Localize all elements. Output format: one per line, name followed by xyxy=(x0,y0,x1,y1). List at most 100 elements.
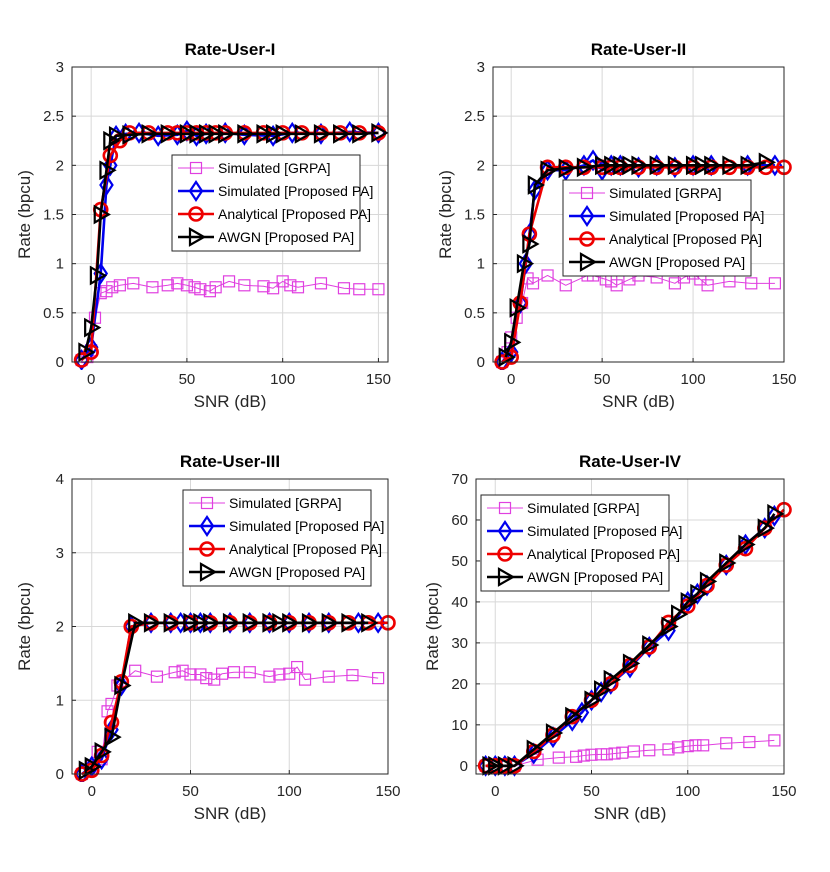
x-tick-label: 150 xyxy=(375,783,400,800)
data-point-awgn xyxy=(522,234,540,254)
legend-box xyxy=(171,154,361,252)
data-point-awgn xyxy=(78,342,96,363)
x-tick-label: 50 xyxy=(583,783,600,800)
data-point-grpa xyxy=(689,739,702,752)
x-tick-label: 150 xyxy=(771,371,796,388)
data-point-grpa xyxy=(577,749,590,762)
y-tick-label: 10 xyxy=(451,717,468,734)
series-line-awgn xyxy=(504,161,767,358)
axes-box xyxy=(71,66,389,363)
y-axis-label: Rate (bpcu) xyxy=(423,582,442,671)
data-point-awgn xyxy=(222,612,241,633)
data-point-awgn xyxy=(203,612,221,633)
data-point-awgn xyxy=(371,122,389,143)
y-tick-label: 2.5 xyxy=(43,108,64,125)
series-layer xyxy=(477,501,792,777)
x-axis-label: SNR (dB) xyxy=(194,804,267,823)
data-point-awgn xyxy=(333,123,351,144)
x-tick-label: 50 xyxy=(182,783,199,800)
legend-marker-triangle-right xyxy=(199,562,218,582)
data-point-ana_pa xyxy=(83,344,99,360)
data-point-awgn xyxy=(584,690,602,711)
data-point-awgn xyxy=(488,755,506,776)
legend-marker-triangle-right xyxy=(497,567,516,587)
data-point-grpa xyxy=(314,277,328,290)
data-point-awgn xyxy=(704,155,722,176)
data-point-awgn xyxy=(163,612,181,633)
y-tick-label: 20 xyxy=(451,676,468,693)
data-point-awgn xyxy=(558,158,576,179)
data-point-grpa xyxy=(768,277,782,290)
data-point-grpa xyxy=(720,737,733,750)
data-point-awgn xyxy=(565,706,583,727)
legend-label: AWGN [Proposed PA] xyxy=(218,229,354,245)
legend-marker-square xyxy=(200,496,214,510)
y-tick-label: 0 xyxy=(56,354,64,371)
legend: Simulated [GRPA] Simulated [Proposed PA] A… xyxy=(171,154,373,252)
data-point-awgn xyxy=(758,152,777,173)
y-tick-label: 1.5 xyxy=(43,207,64,224)
data-point-grpa xyxy=(552,751,565,764)
data-point-grpa xyxy=(243,666,256,679)
y-tick-label: 2 xyxy=(56,157,64,174)
data-point-awgn xyxy=(103,130,121,151)
data-point-awgn xyxy=(321,612,339,633)
data-point-grpa xyxy=(526,277,540,290)
data-point-grpa xyxy=(146,281,159,294)
y-tick-label: 2.5 xyxy=(464,108,485,125)
data-point-awgn xyxy=(341,612,359,633)
data-point-grpa xyxy=(701,279,714,292)
legend-label: AWGN [Proposed PA] xyxy=(229,564,365,580)
data-point-grpa xyxy=(227,666,241,679)
data-point-awgn xyxy=(680,592,698,612)
data-point-awgn xyxy=(143,612,162,633)
data-point-awgn xyxy=(294,123,313,144)
data-point-grpa xyxy=(322,670,335,683)
data-point-awgn xyxy=(262,612,280,633)
data-point-grpa xyxy=(610,279,623,292)
data-point-grpa xyxy=(150,670,164,683)
data-point-awgn xyxy=(526,739,544,760)
data-point-awgn xyxy=(301,612,320,633)
x-tick-label: 100 xyxy=(681,371,706,388)
data-point-grpa xyxy=(298,673,312,686)
x-tick-label: 50 xyxy=(179,371,196,388)
data-point-ana_pa xyxy=(103,714,120,731)
y-tick-label: 0 xyxy=(56,766,64,783)
data-point-grpa xyxy=(273,668,286,681)
legend-box xyxy=(562,179,752,277)
data-point-awgn xyxy=(661,616,679,637)
data-point-awgn xyxy=(183,612,201,633)
legend-box xyxy=(182,489,372,587)
data-point-grpa xyxy=(745,277,758,290)
data-point-awgn xyxy=(622,653,641,674)
data-point-grpa xyxy=(627,745,640,758)
data-point-grpa xyxy=(222,275,236,288)
data-point-grpa xyxy=(672,741,685,754)
x-axis-label: SNR (dB) xyxy=(594,804,667,823)
data-point-grpa xyxy=(194,283,207,296)
x-tick-label: 100 xyxy=(270,371,295,388)
data-point-grpa xyxy=(569,750,583,763)
legend-marker-diamond xyxy=(497,520,513,542)
data-point-grpa xyxy=(559,279,572,292)
data-point-grpa xyxy=(127,277,140,290)
axes-box xyxy=(492,66,785,363)
data-point-awgn xyxy=(516,253,535,274)
y-tick-label: 50 xyxy=(451,553,468,570)
data-point-awgn xyxy=(667,155,686,176)
legend-marker-square xyxy=(580,186,594,200)
y-tick-label: 3 xyxy=(56,545,64,562)
legend-label: Simulated [GRPA] xyxy=(218,160,331,176)
data-point-awgn xyxy=(603,669,621,690)
data-point-grpa xyxy=(346,669,359,682)
data-point-awgn xyxy=(722,155,740,176)
data-point-grpa xyxy=(276,275,289,288)
y-tick-label: 30 xyxy=(451,635,468,652)
data-point-awgn xyxy=(740,155,758,176)
legend-marker-diamond xyxy=(579,205,595,227)
data-point-awgn xyxy=(719,553,737,573)
data-point-grpa xyxy=(291,281,305,294)
series-line-grpa xyxy=(81,280,379,361)
data-point-awgn xyxy=(685,155,704,176)
